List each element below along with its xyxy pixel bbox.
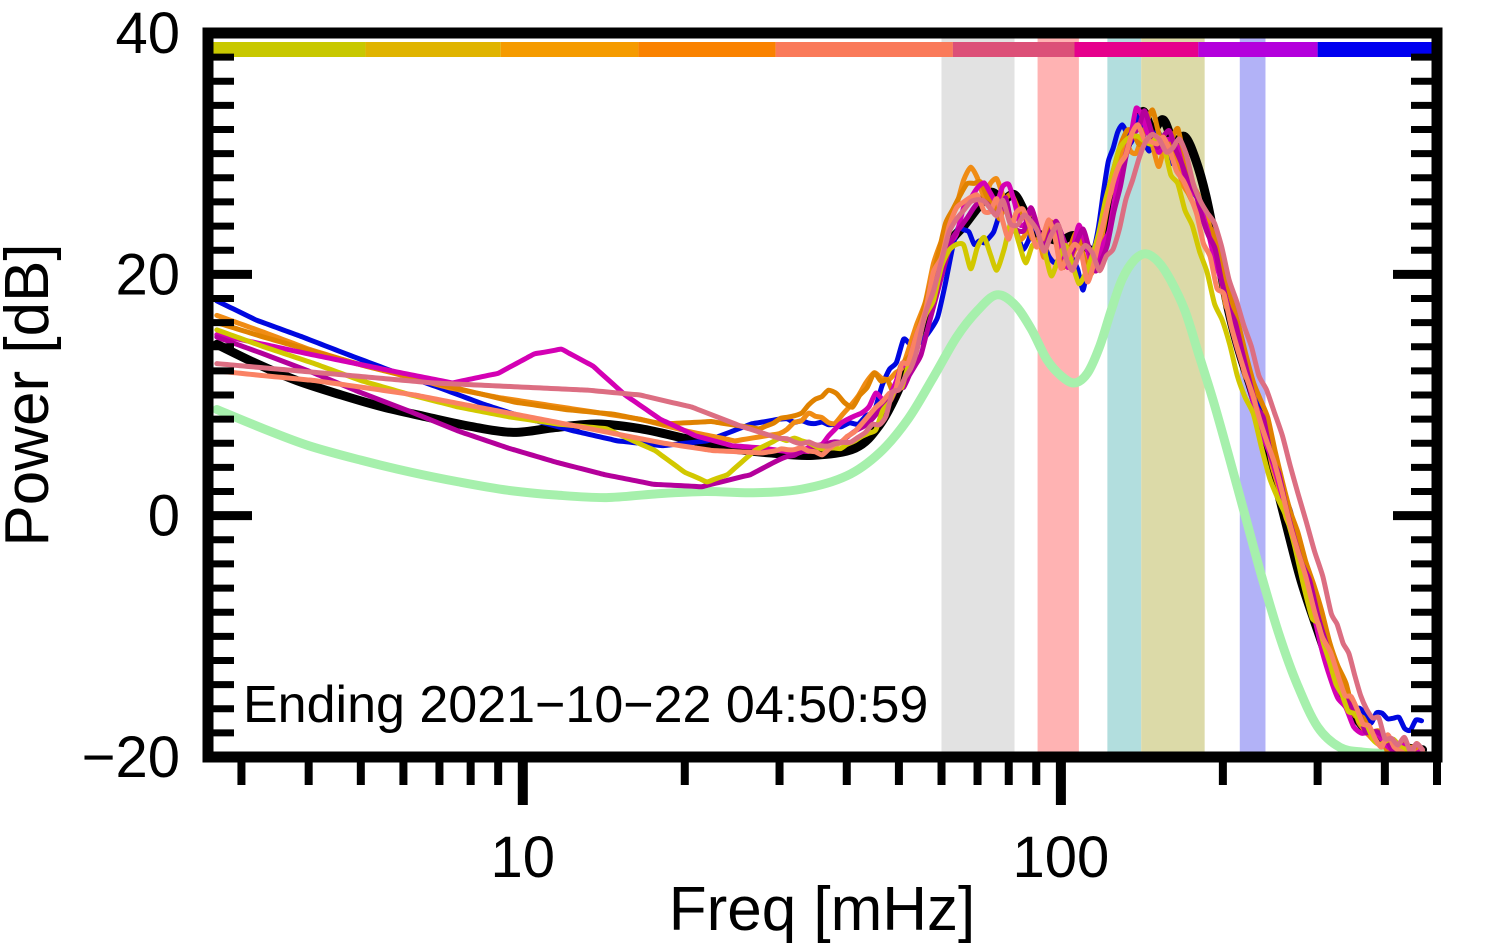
spectrum-green [212,249,1430,757]
y-axis-label: Power [dB] [0,243,62,546]
colorbar-segment-8 [1317,42,1437,57]
x-axis-tick-labels: 10 100 [491,825,1110,890]
y-tick-label: 40 [115,1,180,66]
colorbar-segment-3 [638,42,776,57]
colorbar-segment-7 [1198,42,1318,57]
colorbar-segment-4 [775,42,953,57]
x-axis-label: Freq [mHz] [669,875,976,944]
x-axis-ticks [237,757,1441,805]
time-colorbar [208,42,1437,57]
colorbar-segment-0 [208,42,366,57]
y-tick-label: 0 [148,484,180,549]
y-tick-label: 20 [115,242,180,307]
band-pink [1037,33,1079,757]
band-gray [941,33,1015,757]
spectrum-salmon [214,122,1416,757]
colorbar-segment-2 [500,42,639,57]
y-axis-ticks [208,28,1437,762]
y-axis-tick-labels: 40 20 0 −20 [82,1,180,790]
colorbar-segment-6 [1074,42,1199,57]
spectrum-rose [214,131,1426,755]
colorbar-segment-1 [365,42,501,57]
y-tick-label: −20 [82,725,180,790]
spectrum-traces [212,105,1430,757]
ending-timestamp-annotation: Ending 2021−10−22 04:50:59 [243,676,928,734]
x-tick-label: 100 [1012,825,1109,890]
colorbar-segment-5 [952,42,1075,57]
x-tick-label: 10 [491,825,556,890]
